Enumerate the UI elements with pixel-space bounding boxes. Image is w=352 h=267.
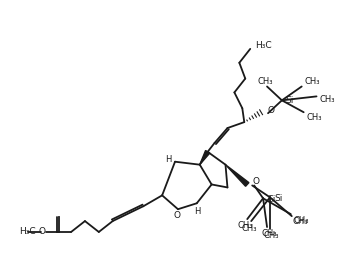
Text: H₃C: H₃C: [255, 41, 272, 50]
Text: O: O: [252, 177, 259, 186]
Text: H: H: [195, 207, 201, 216]
Text: CH₃: CH₃: [263, 231, 279, 240]
Text: Si: Si: [267, 195, 275, 204]
Text: Si: Si: [286, 96, 294, 105]
Text: CH₃: CH₃: [241, 223, 257, 233]
Text: CH₃: CH₃: [261, 229, 277, 238]
Text: O: O: [39, 227, 46, 237]
Text: CH₃: CH₃: [320, 95, 335, 104]
Text: O: O: [267, 106, 274, 115]
Text: O: O: [174, 211, 181, 220]
Text: CH₃: CH₃: [304, 77, 320, 86]
Text: CH₃: CH₃: [257, 77, 273, 86]
Text: H: H: [165, 155, 171, 164]
Polygon shape: [200, 151, 210, 165]
Text: H₃C: H₃C: [19, 227, 35, 237]
Text: CH₃: CH₃: [307, 113, 322, 122]
Text: CH₃: CH₃: [238, 221, 253, 230]
Text: CH₃: CH₃: [294, 215, 309, 225]
Text: CH₃: CH₃: [293, 217, 308, 226]
Text: Si: Si: [274, 194, 282, 203]
Polygon shape: [226, 165, 249, 186]
